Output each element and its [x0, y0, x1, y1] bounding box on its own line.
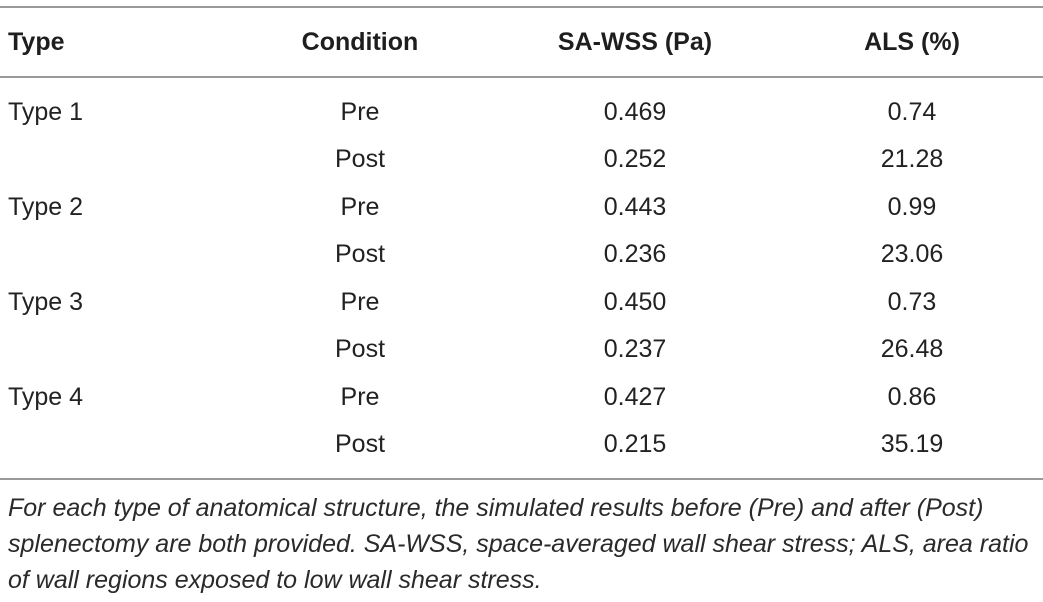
cell-condition: Pre [340, 98, 380, 126]
cell-type: Type 3 [8, 288, 84, 316]
cell-sa-wss: 0.237 [603, 335, 667, 363]
cell-als: 35.19 [880, 430, 944, 458]
header-rule [0, 76, 1043, 78]
cell-condition: Pre [340, 383, 380, 411]
cell-als: 0.74 [887, 98, 937, 126]
cell-condition: Post [334, 145, 386, 173]
header-sa-wss: SA-WSS (Pa) [557, 28, 713, 56]
cell-als: 0.73 [887, 288, 937, 316]
header-type: Type [8, 28, 65, 56]
cell-als: 23.06 [880, 240, 944, 268]
cell-condition: Pre [340, 288, 380, 316]
cell-type: Type 1 [8, 98, 84, 126]
cell-type: Type 4 [8, 383, 84, 411]
cell-als: 21.28 [880, 145, 944, 173]
table-footnote: For each type of anatomical structure, t… [8, 494, 1029, 594]
cell-condition: Pre [340, 193, 380, 221]
cell-sa-wss: 0.450 [603, 288, 667, 316]
cell-sa-wss: 0.443 [603, 193, 667, 221]
cell-type: Type 2 [8, 193, 84, 221]
header-condition: Condition [301, 28, 419, 56]
cell-sa-wss: 0.252 [603, 145, 667, 173]
cell-condition: Post [334, 430, 386, 458]
cell-sa-wss: 0.236 [603, 240, 667, 268]
header-als: ALS (%) [864, 28, 960, 56]
table-top-rule [0, 6, 1043, 8]
table-bottom-rule [0, 478, 1043, 480]
cell-condition: Post [334, 240, 386, 268]
cell-als: 0.99 [887, 193, 937, 221]
cell-sa-wss: 0.427 [603, 383, 667, 411]
cell-sa-wss: 0.469 [603, 98, 667, 126]
cell-als: 26.48 [880, 335, 944, 363]
cell-sa-wss: 0.215 [603, 430, 667, 458]
cell-als: 0.86 [887, 383, 937, 411]
cell-condition: Post [334, 335, 386, 363]
